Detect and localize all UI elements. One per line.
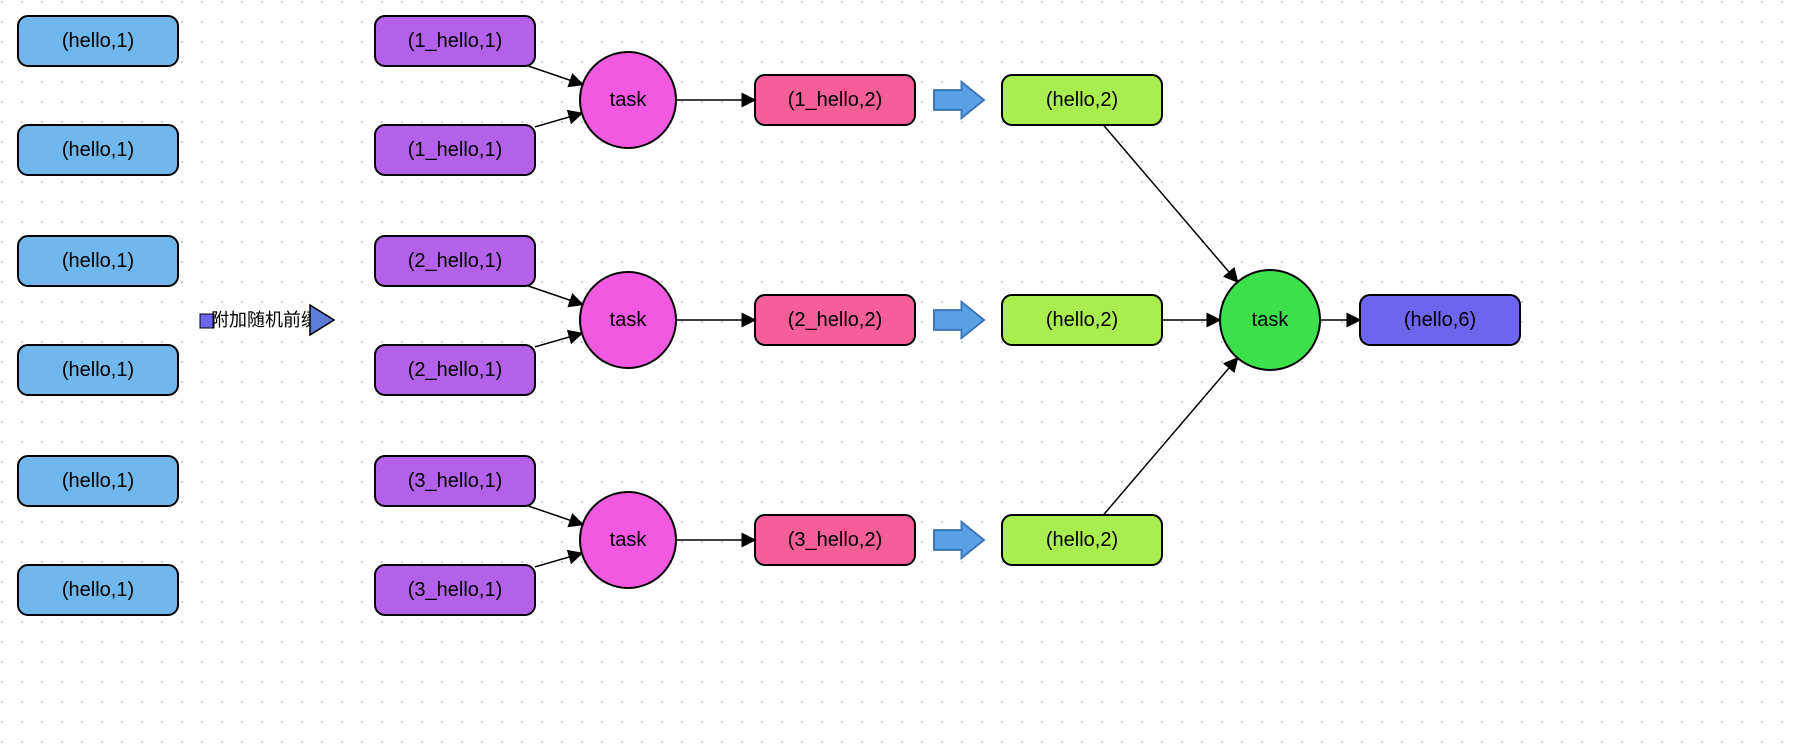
node-label-f1: (hello,6) (1404, 309, 1476, 331)
node-label-b6: (hello,1) (62, 579, 134, 601)
node-label-p3a: (3_hello,1) (408, 470, 503, 492)
node-label-p2b: (2_hello,1) (408, 359, 503, 381)
node-label-t3: task (610, 529, 648, 551)
node-label-r1: (1_hello,2) (788, 89, 883, 111)
node-label-t2: task (610, 309, 648, 331)
node-label-b2: (hello,1) (62, 139, 134, 161)
annotation-label: 附加随机前缀 (211, 310, 319, 330)
node-label-g1: (hello,2) (1046, 89, 1118, 111)
node-label-g2: (hello,2) (1046, 309, 1118, 331)
node-label-tF: task (1252, 309, 1290, 331)
node-label-b3: (hello,1) (62, 250, 134, 272)
diagram-canvas: (hello,1) (hello,1) (hello,1) (hello,1) (hel… (0, 0, 1794, 748)
node-label-t1: task (610, 89, 648, 111)
node-label-p1b: (1_hello,1) (408, 139, 503, 161)
node-label-g3: (hello,2) (1046, 529, 1118, 551)
node-label-p1a: (1_hello,1) (408, 30, 503, 52)
node-label-r2: (2_hello,2) (788, 309, 883, 331)
node-label-b5: (hello,1) (62, 470, 134, 492)
node-label-b1: (hello,1) (62, 30, 134, 52)
node-label-r3: (3_hello,2) (788, 529, 883, 551)
node-label-p3b: (3_hello,1) (408, 579, 503, 601)
node-label-p2a: (2_hello,1) (408, 250, 503, 272)
node-label-b4: (hello,1) (62, 359, 134, 381)
